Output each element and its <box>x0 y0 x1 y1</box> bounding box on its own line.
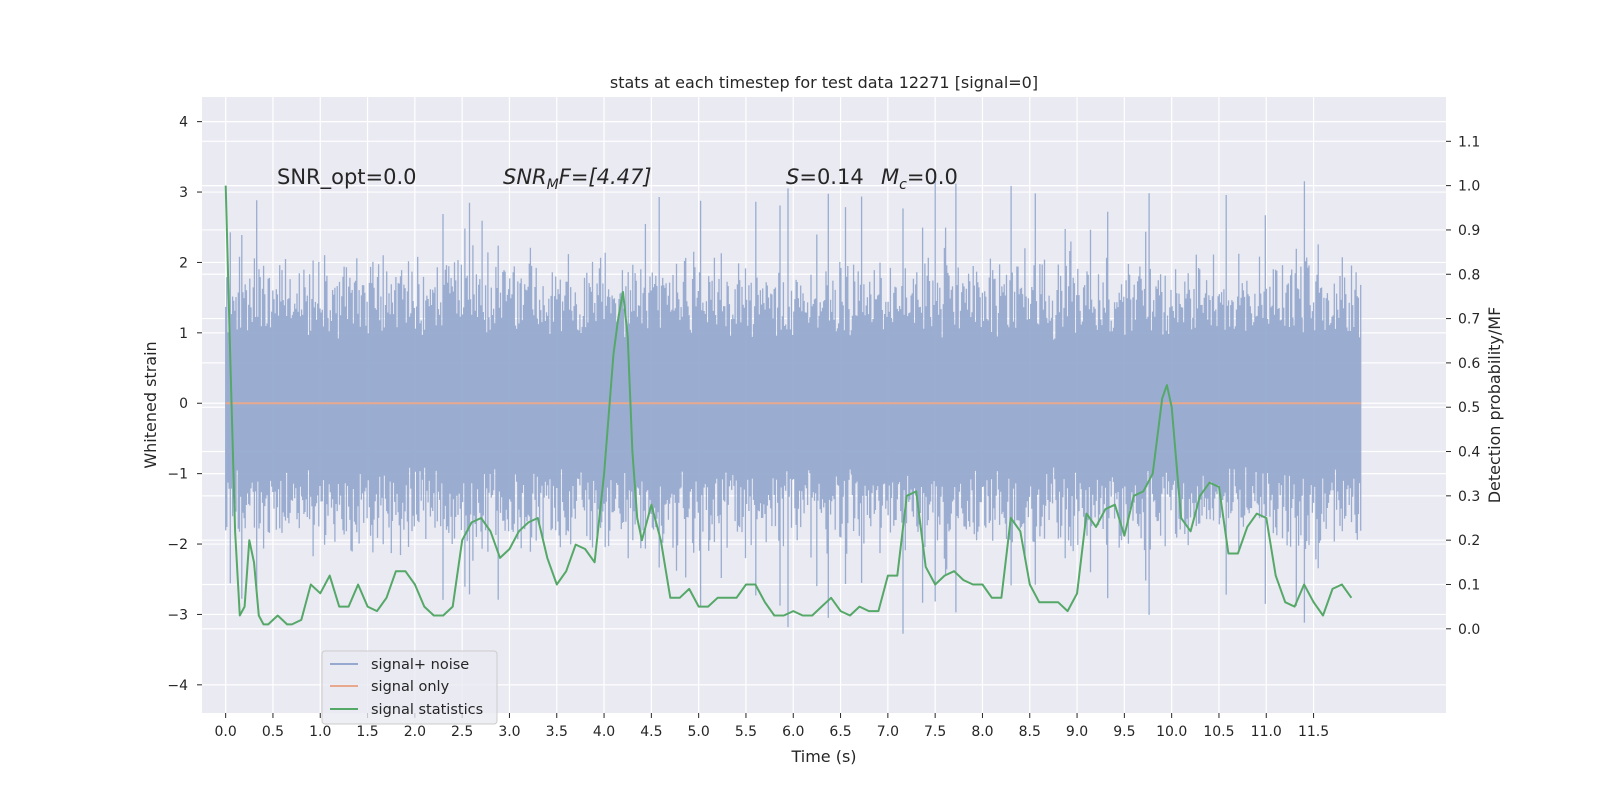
y2-tick-label: 0.8 <box>1458 267 1480 283</box>
y2-tick-label: 0.5 <box>1458 400 1480 416</box>
x-tick-label: 2.0 <box>404 724 426 740</box>
y2-tick-label: 0.7 <box>1458 312 1480 328</box>
x-tick-label: 6.5 <box>829 724 851 740</box>
y-tick-label: −2 <box>167 537 188 553</box>
statistics-line <box>224 185 1353 626</box>
y2-tick-label: 0.4 <box>1458 445 1480 461</box>
y2-tick-label: 0.9 <box>1458 223 1480 239</box>
annotation-s: S=0.14 <box>786 165 864 189</box>
x-tick-label: 10.5 <box>1203 724 1234 740</box>
mc-sub: c <box>899 177 907 193</box>
x-tick-label: 8.0 <box>971 724 993 740</box>
y2-tick-label: 0.3 <box>1458 489 1480 505</box>
chart-title: stats at each timestep for test data 122… <box>610 73 1038 92</box>
mc-var: M <box>881 165 899 189</box>
s-value: =0.14 <box>799 165 863 189</box>
y2-tick-label: 0.6 <box>1458 356 1480 372</box>
y2-tick-label: 1.0 <box>1458 179 1480 195</box>
legend-label-signal-only: signal only <box>371 679 450 695</box>
annotation-snr-mf: SNRMF=[4.47] <box>503 165 652 193</box>
y-axis-label: Whitened strain <box>141 341 160 468</box>
y2-tick-label: 1.1 <box>1458 134 1480 150</box>
x-tick-label: 5.0 <box>688 724 710 740</box>
y-tick-label: −1 <box>167 467 188 483</box>
y2-tick-label: 0.0 <box>1458 622 1480 638</box>
y-tick-label: 4 <box>179 115 188 131</box>
series-signal-statistics <box>224 185 1353 626</box>
y2-tick-label: 0.2 <box>1458 533 1480 549</box>
x-tick-label: 2.5 <box>451 724 473 740</box>
y-tick-label: 2 <box>179 255 188 271</box>
snr-mf-f: F=[4.47] <box>559 165 652 189</box>
x-tick-label: 3.5 <box>546 724 568 740</box>
x-tick-label: 7.5 <box>924 724 946 740</box>
annotation-snr-opt: SNR_opt=0.0 <box>277 165 417 190</box>
annotation-mc: Mc=0.0 <box>881 165 958 193</box>
x-tick-label: 9.5 <box>1113 724 1135 740</box>
y-tick-label: −3 <box>167 607 188 623</box>
x-tick-label: 10.0 <box>1156 724 1187 740</box>
legend-box <box>321 650 498 725</box>
y2-axis-label: Detection probability/MF <box>1485 307 1504 504</box>
legend: signal+ noise signal only signal statist… <box>321 650 498 725</box>
x-tick-label: 5.5 <box>735 724 757 740</box>
s-var: S <box>786 165 799 189</box>
x-tick-label: 11.5 <box>1298 724 1329 740</box>
y-tick-label: 0 <box>179 396 188 412</box>
legend-label-statistics: signal statistics <box>371 702 483 718</box>
x-tick-label: 8.5 <box>1019 724 1041 740</box>
mc-value: =0.0 <box>907 165 958 189</box>
x-axis-label: Time (s) <box>790 747 856 766</box>
x-tick-label: 6.0 <box>782 724 804 740</box>
legend-label-noise: signal+ noise <box>371 657 469 673</box>
y-tick-label: 3 <box>179 185 188 201</box>
snr-mf-sub: M <box>547 177 559 193</box>
y2-axis-ticks: 1.1 1.0 0.9 0.8 0.7 0.6 0.5 0.4 0.3 0.2 0.1 0.0 <box>1446 134 1480 638</box>
x-tick-label: 9.0 <box>1066 724 1088 740</box>
y-axis-ticks: 4 3 2 1 0 −1 −2 −3 −4 <box>167 115 202 694</box>
x-tick-label: 4.5 <box>640 724 662 740</box>
x-tick-label: 0.5 <box>262 724 284 740</box>
x-axis-ticks: 0.0 0.5 1.0 1.5 2.0 2.5 3.0 3.5 4.0 4.5 5.0 5.5 6.0 6… <box>215 713 1329 740</box>
x-tick-label: 7.0 <box>877 724 899 740</box>
x-tick-label: 3.0 <box>498 724 520 740</box>
y-tick-label: −4 <box>167 678 188 694</box>
snr-mf-base: SNR <box>503 165 547 189</box>
x-tick-label: 1.5 <box>356 724 378 740</box>
x-tick-label: 1.0 <box>309 724 331 740</box>
x-tick-label: 4.0 <box>593 724 615 740</box>
y-tick-label: 1 <box>179 326 188 342</box>
y2-tick-label: 0.1 <box>1458 577 1480 593</box>
x-tick-label: 11.0 <box>1251 724 1282 740</box>
x-tick-label: 0.0 <box>215 724 237 740</box>
